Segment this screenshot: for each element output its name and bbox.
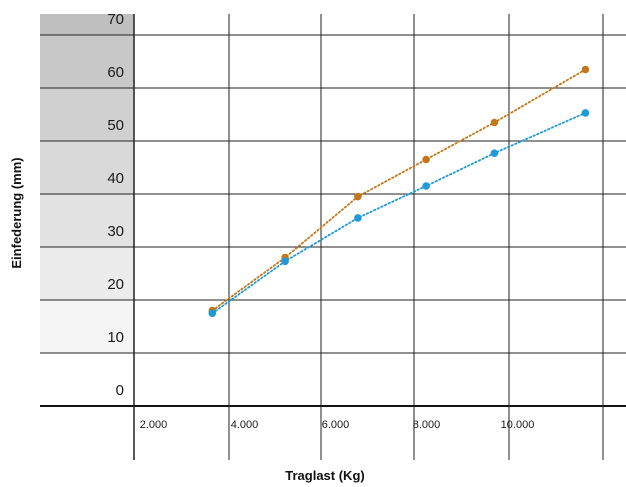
- grid-lines: [40, 14, 626, 460]
- series-2-point: [581, 109, 590, 117]
- y-tick-label: 50: [107, 117, 124, 134]
- series-1-point: [422, 155, 430, 164]
- series-2-point: [490, 149, 499, 157]
- y-band: [40, 35, 134, 88]
- x-tick-labels: 2.000 4.000 6.000 8.000 10.000: [140, 419, 535, 431]
- y-tick-label: 0: [116, 382, 124, 399]
- series-1-point: [354, 192, 362, 201]
- series-2-line: [211, 112, 587, 315]
- series-2-point: [281, 257, 289, 266]
- series-1-point: [581, 65, 590, 74]
- x-tick-label: 8.000: [413, 419, 441, 431]
- y-tick-label: 40: [107, 170, 124, 187]
- x-axis-label: Traglast (Kg): [285, 468, 364, 483]
- y-band: [40, 88, 134, 141]
- y-bands: [40, 14, 134, 406]
- y-band: [40, 194, 134, 247]
- y-axis-label: Einfederung (mm): [9, 157, 24, 268]
- y-tick-labels: 0 10 20 30 40 50 60 70: [107, 11, 124, 399]
- x-tick-label: 6.000: [322, 419, 350, 431]
- x-tick-label: 2.000: [140, 419, 168, 431]
- y-band: [40, 14, 134, 35]
- y-band: [40, 353, 134, 406]
- y-band: [40, 141, 134, 194]
- series-2-point: [422, 182, 430, 190]
- y-tick-label: 10: [107, 329, 124, 346]
- y-tick-label: 60: [107, 64, 124, 81]
- series-1-line: [211, 68, 587, 312]
- y-band: [40, 247, 134, 300]
- y-tick-label: 30: [107, 223, 124, 240]
- series-2-point: [354, 214, 362, 222]
- y-band: [40, 300, 134, 353]
- x-tick-label: 4.000: [231, 419, 259, 431]
- y-tick-label: 70: [107, 11, 124, 28]
- x-tick-label: 10.000: [501, 419, 535, 431]
- series-1-point: [490, 118, 499, 127]
- y-tick-label: 20: [107, 276, 124, 293]
- series-2-point: [208, 309, 217, 318]
- series-group: [208, 65, 590, 318]
